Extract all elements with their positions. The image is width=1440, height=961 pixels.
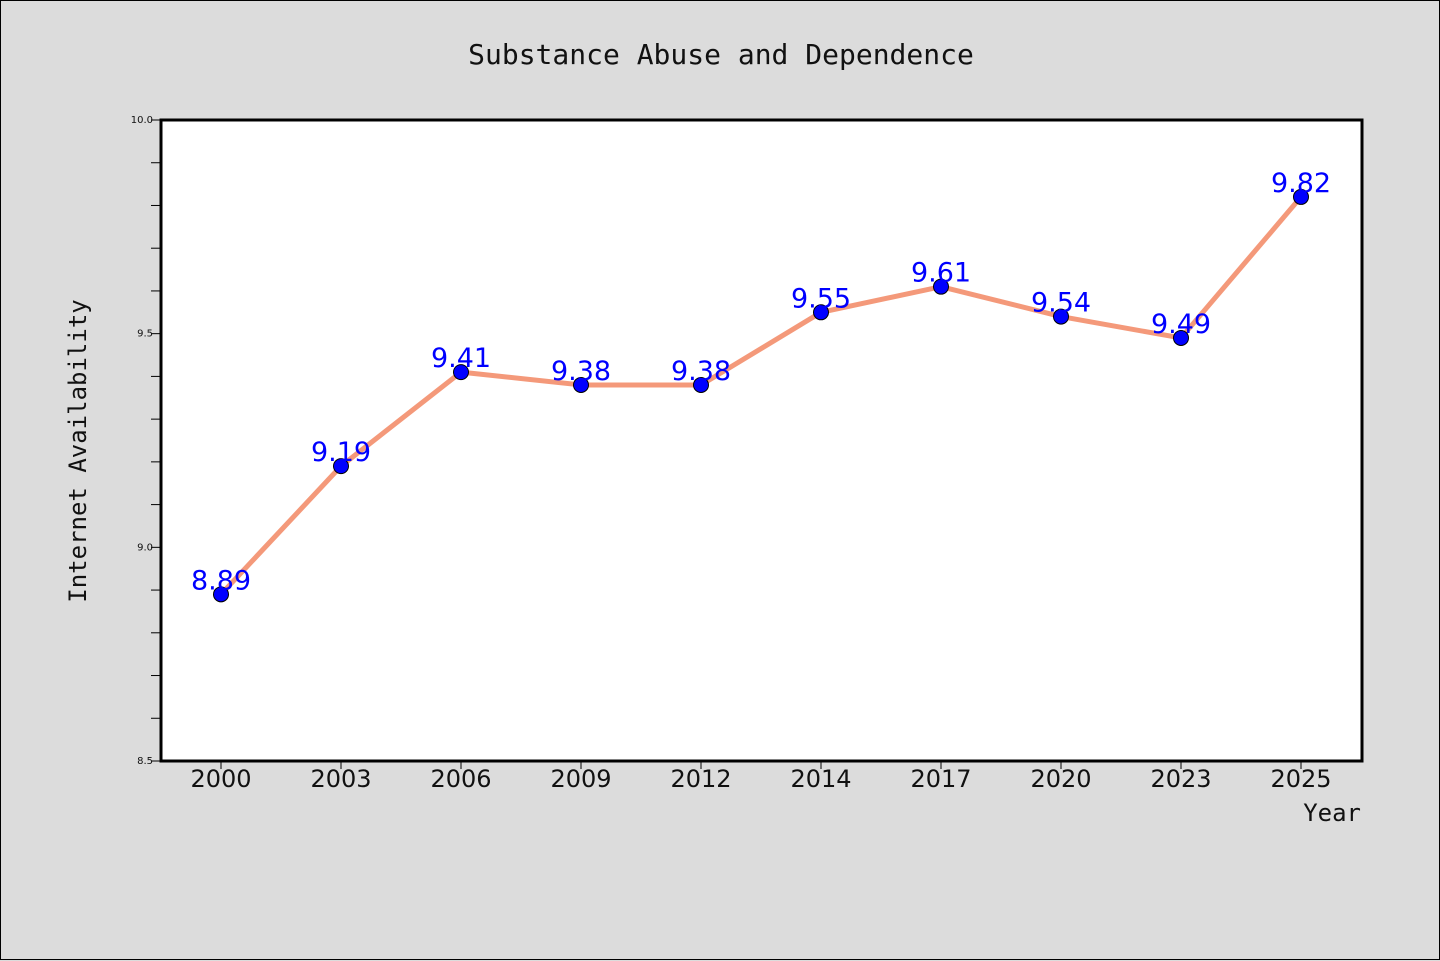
data-point	[573, 376, 589, 393]
x-tick-label: 2025	[1270, 765, 1331, 793]
data-label: 9.55	[791, 283, 851, 314]
data-label: 9.49	[1151, 309, 1211, 340]
x-tick-label: 2014	[790, 765, 851, 793]
data-point	[1173, 329, 1189, 346]
data-point	[333, 458, 349, 475]
data-label: 9.61	[911, 258, 971, 289]
x-tick-label: 2017	[910, 765, 971, 793]
y-tick-label: 8.5	[137, 756, 153, 767]
x-tick-label: 2023	[1150, 765, 1211, 793]
data-point	[693, 376, 709, 393]
data-label: 9.82	[1271, 168, 1331, 199]
data-label: 9.41	[431, 343, 491, 374]
y-tick-label: 9.0	[137, 542, 153, 553]
data-point	[213, 586, 229, 603]
y-axis-ticks: 8.5 9.0 9.5 10.0	[131, 115, 161, 767]
y-tick-label: 9.5	[137, 329, 153, 340]
data-point	[933, 278, 949, 295]
data-point	[813, 304, 829, 321]
data-point	[453, 364, 469, 381]
data-point	[1053, 308, 1069, 325]
data-label: 9.38	[671, 356, 731, 387]
x-tick-label: 2009	[550, 765, 611, 793]
data-point	[1293, 188, 1309, 205]
x-tick-label: 2006	[430, 765, 491, 793]
x-tick-label: 2000	[190, 765, 251, 793]
y-axis-title: Internet Availability	[64, 299, 92, 602]
plot-area	[161, 120, 1362, 761]
x-tick-label: 2020	[1030, 765, 1091, 793]
chart-title: Substance Abuse and Dependence	[468, 38, 974, 71]
data-label: 9.54	[1031, 288, 1091, 319]
data-label: 9.19	[311, 437, 371, 468]
series-line	[218, 194, 1304, 597]
x-tick-label: 2003	[310, 765, 371, 793]
series-layer: 8.89 9.19 9.41 9.38 9.38 9.55 9.61 9.54 9.49 9.82	[191, 168, 1331, 603]
data-label: 9.38	[551, 356, 611, 387]
x-tick-label: 2012	[670, 765, 731, 793]
data-label: 8.89	[191, 565, 251, 596]
x-axis-title: Year	[1303, 799, 1361, 827]
x-axis-ticks: 2000 2003 2006 2009 2012 2014 2017 2020 2023 2025	[190, 761, 1332, 793]
y-tick-label: 10.0	[131, 115, 153, 126]
plot-border	[159, 118, 1364, 763]
